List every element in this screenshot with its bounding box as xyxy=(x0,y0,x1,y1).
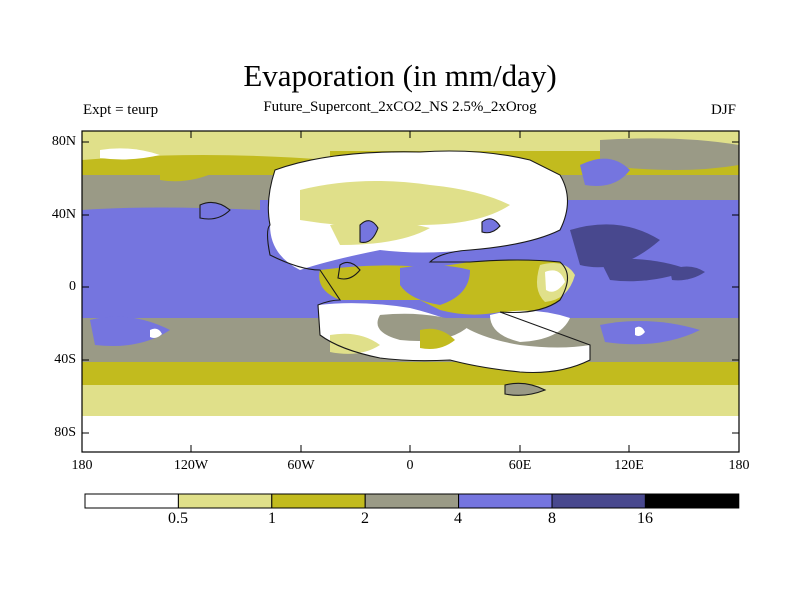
colorbar-box xyxy=(458,493,553,509)
lon-label-60e: 60E xyxy=(508,458,532,473)
lon-label-180e: 180 xyxy=(728,458,750,473)
season-label: DJF xyxy=(711,102,737,118)
lon-label-120w: 120W xyxy=(173,458,209,473)
lat-label-40n: 40N xyxy=(51,207,76,222)
colorbar-label-8: 8 xyxy=(548,510,556,527)
colorbar-label-0-5: 0.5 xyxy=(168,510,188,527)
map-ticks xyxy=(82,131,739,452)
colorbar-box xyxy=(84,493,179,509)
colorbar-box xyxy=(364,493,460,509)
map-title: Evaporation (in mm/day) xyxy=(243,58,557,93)
map-field xyxy=(82,131,739,452)
map-subtitle: Future_Supercont_2xCO2_NS 2.5%_2xOrog xyxy=(263,99,537,115)
colorbar-label-2: 2 xyxy=(361,510,369,527)
colorbar-label-1: 1 xyxy=(268,510,276,527)
experiment-label: Expt = teurp xyxy=(83,102,159,118)
coastlines xyxy=(199,150,591,396)
colorbar-label-4: 4 xyxy=(454,510,462,527)
colorbar xyxy=(84,493,740,509)
colorbar-box xyxy=(551,493,646,509)
lat-label-40s: 40S xyxy=(54,352,76,367)
lat-label-0: 0 xyxy=(69,279,76,294)
lon-label-180w: 180 xyxy=(71,458,93,473)
colorbar-box xyxy=(177,493,273,509)
colorbar-label-16: 16 xyxy=(637,510,653,527)
lat-label-80s: 80S xyxy=(54,425,76,440)
lon-label-120e: 120E xyxy=(614,458,644,473)
lon-label-60w: 60W xyxy=(287,458,315,473)
lon-label-0: 0 xyxy=(406,458,414,473)
colorbar-box xyxy=(644,493,740,509)
colorbar-box xyxy=(271,493,366,509)
lat-label-80n: 80N xyxy=(51,134,76,149)
